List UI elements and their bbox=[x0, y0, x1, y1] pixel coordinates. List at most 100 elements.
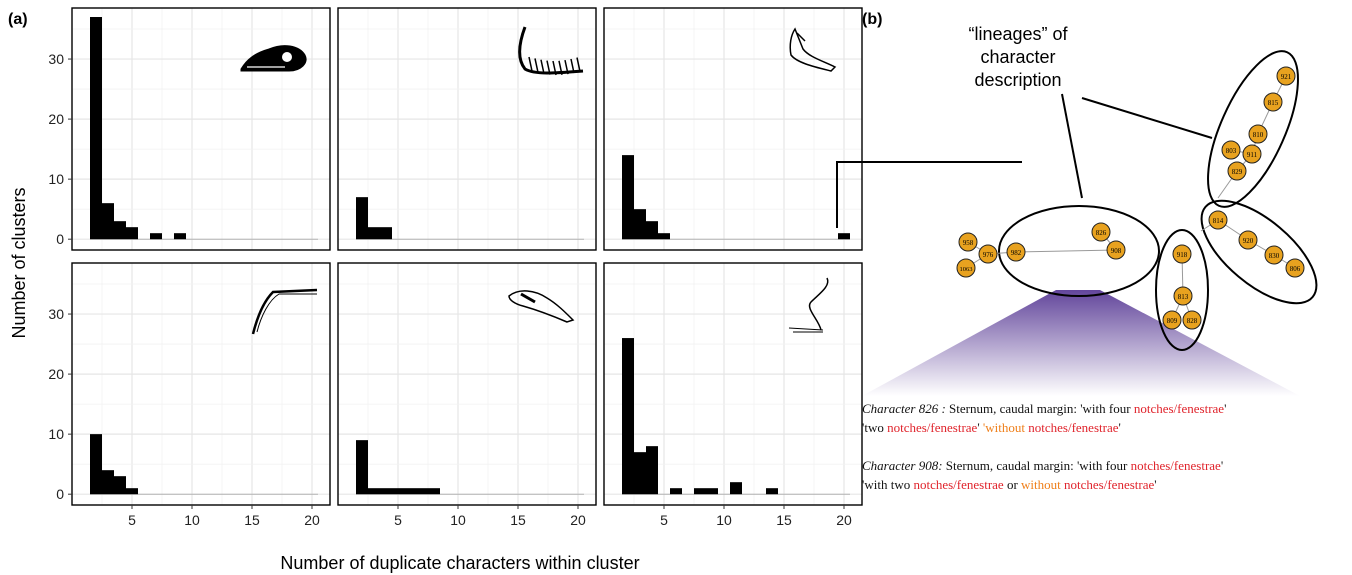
y-tick-label: 10 bbox=[48, 171, 64, 187]
svg-text:829: 829 bbox=[1232, 168, 1243, 176]
node: 1063 bbox=[956, 258, 976, 278]
histogram-bar bbox=[126, 227, 138, 240]
histogram-bar bbox=[428, 488, 440, 495]
histogram-panel-2 bbox=[337, 7, 597, 251]
caption-text: ' bbox=[977, 420, 983, 435]
node: 813 bbox=[1173, 286, 1193, 306]
histogram-grid: 0 10 20 30 0 10 20 30 5 10 15 20 5 10 15 20 5 10 15 20 bbox=[48, 7, 863, 528]
highlight-text: without bbox=[1021, 477, 1061, 492]
node: 803 bbox=[1221, 140, 1241, 160]
histogram-panel-5: 5 10 15 20 bbox=[337, 262, 597, 528]
x-tick-label: 20 bbox=[836, 512, 852, 528]
panel-border bbox=[337, 262, 597, 506]
svg-text:830: 830 bbox=[1269, 252, 1280, 260]
histogram-bar bbox=[766, 488, 778, 495]
y-tick-label: 30 bbox=[48, 51, 64, 67]
histogram-bar bbox=[670, 488, 682, 495]
svg-text:806: 806 bbox=[1290, 265, 1301, 273]
panel-border bbox=[603, 7, 863, 251]
panel-label-a: (a) bbox=[8, 11, 28, 28]
x-tick-label: 5 bbox=[660, 512, 668, 528]
x-tick-label: 10 bbox=[450, 512, 466, 528]
x-tick-label: 5 bbox=[394, 512, 402, 528]
svg-text:976: 976 bbox=[983, 251, 994, 259]
x-tick-label: 20 bbox=[304, 512, 320, 528]
svg-text:921: 921 bbox=[1281, 73, 1292, 81]
node: 908 bbox=[1106, 240, 1126, 260]
histogram-bar bbox=[838, 233, 850, 240]
leg-foot-icon bbox=[788, 277, 829, 333]
caption-text: ' bbox=[1118, 420, 1121, 435]
x-tick-label: 15 bbox=[776, 512, 792, 528]
character-826-label: Character 826 : bbox=[862, 401, 946, 416]
node: 806 bbox=[1285, 258, 1305, 278]
highlight-text: notches/fenestrae bbox=[913, 477, 1004, 492]
svg-text:815: 815 bbox=[1268, 99, 1279, 107]
histogram-bar bbox=[634, 209, 646, 240]
histogram-bar bbox=[356, 440, 368, 495]
histogram-bar bbox=[126, 488, 138, 495]
cluster-outline bbox=[998, 205, 1160, 297]
histogram-bar bbox=[174, 233, 186, 240]
histogram-bar bbox=[380, 227, 392, 240]
y-axis-title: Number of clusters bbox=[9, 187, 29, 338]
histogram-bar bbox=[102, 203, 114, 240]
histogram-panel-6: 5 10 15 20 bbox=[603, 262, 863, 528]
node: 920 bbox=[1238, 230, 1258, 250]
caption-text: 'two bbox=[862, 420, 888, 435]
y-tick-label: 0 bbox=[56, 486, 64, 502]
annotation-line-1: “lineages” of bbox=[968, 24, 1068, 44]
node: 982 bbox=[1006, 242, 1026, 262]
vertebral-column-icon bbox=[518, 26, 584, 76]
y-tick-label: 10 bbox=[48, 426, 64, 442]
highlight-text: 'without bbox=[982, 420, 1025, 435]
svg-text:982: 982 bbox=[1011, 249, 1022, 257]
histogram-bar bbox=[646, 446, 658, 495]
svg-text:814: 814 bbox=[1213, 217, 1224, 225]
lineage-network: “lineages” of character description 958 … bbox=[836, 24, 1318, 396]
node: 829 bbox=[1227, 161, 1247, 181]
highlight-text: notches/fenestrae bbox=[1025, 420, 1119, 435]
svg-text:911: 911 bbox=[1247, 151, 1258, 159]
svg-text:809: 809 bbox=[1167, 317, 1178, 325]
caption-text: or bbox=[1003, 477, 1022, 492]
panel-label-b: (b) bbox=[862, 11, 882, 28]
histogram-bar bbox=[114, 476, 126, 495]
x-tick-label: 10 bbox=[716, 512, 732, 528]
y-tick-label: 20 bbox=[48, 111, 64, 127]
annotation-line-3: description bbox=[974, 70, 1061, 90]
panel-border bbox=[603, 262, 863, 506]
cluster-2: 918 813 809 828 bbox=[1155, 229, 1209, 351]
histogram-bar bbox=[646, 221, 658, 240]
histogram-bar bbox=[404, 488, 416, 495]
character-908-label: Character 908: bbox=[862, 458, 943, 473]
highlight-text: notches/fenestrae bbox=[887, 420, 978, 435]
cluster-outline bbox=[1200, 199, 1318, 305]
histogram-bar bbox=[392, 488, 404, 495]
cluster-3: 814 920 830 806 bbox=[1200, 199, 1318, 305]
histogram-bar bbox=[368, 488, 380, 495]
annotation-line-2: character bbox=[980, 47, 1055, 67]
histogram-panel-1: 0 10 20 30 bbox=[48, 7, 331, 251]
x-tick-label: 15 bbox=[510, 512, 526, 528]
caption-text: ' bbox=[1224, 401, 1227, 416]
histogram-panel-4: 0 10 20 30 5 10 15 20 bbox=[48, 262, 331, 528]
histogram-bar bbox=[634, 452, 646, 495]
caption-text: ' bbox=[1220, 458, 1224, 473]
panel-border bbox=[71, 262, 331, 506]
histogram-bar bbox=[694, 488, 706, 495]
svg-text:828: 828 bbox=[1187, 317, 1198, 325]
node: 814 bbox=[1208, 210, 1228, 230]
panel-border bbox=[71, 7, 331, 251]
caption-908-line-1: Character 908: Sternum, caudal margin: '… bbox=[862, 456, 1223, 475]
cluster-outline bbox=[1207, 50, 1299, 208]
caption-908-line-2: 'with two notches/fenestrae or without n… bbox=[862, 475, 1157, 494]
node: 826 bbox=[1091, 222, 1111, 242]
svg-text:920: 920 bbox=[1243, 237, 1254, 245]
caption-text: ' bbox=[1154, 477, 1157, 492]
svg-text:803: 803 bbox=[1226, 147, 1237, 155]
caption-text: Sternum, caudal margin: 'with four bbox=[942, 458, 1131, 473]
histogram-bar bbox=[706, 488, 718, 495]
hindlimb-bone-icon bbox=[251, 288, 318, 335]
